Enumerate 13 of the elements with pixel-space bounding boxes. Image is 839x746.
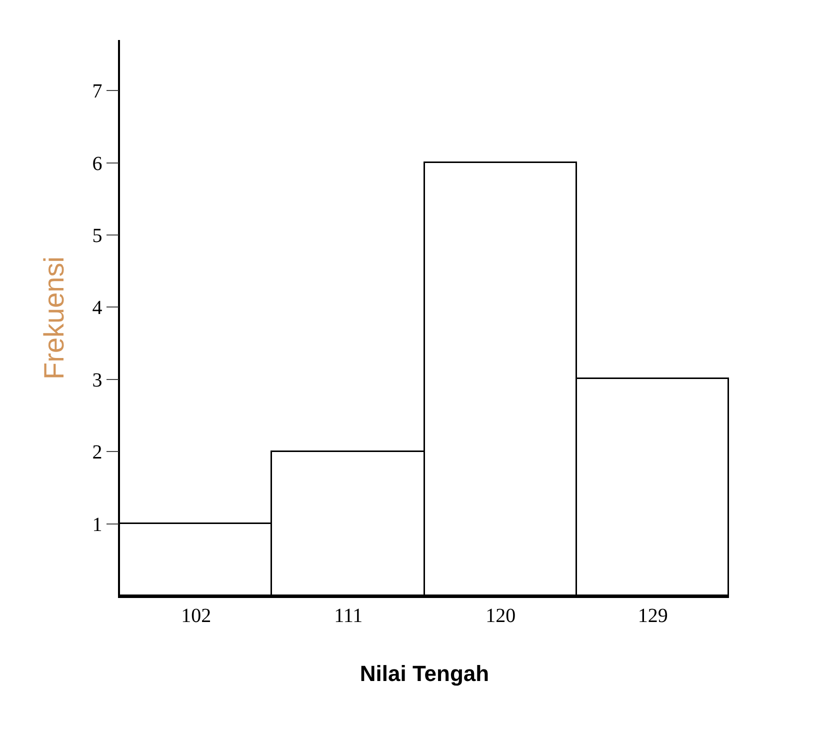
y-tick-label: 1 bbox=[92, 514, 102, 536]
x-tick-label: 111 bbox=[334, 604, 363, 627]
y-axis-title: Frekuensi bbox=[38, 256, 70, 380]
x-tick-label: 102 bbox=[181, 604, 212, 627]
y-tick-label: 7 bbox=[92, 80, 102, 103]
x-tick-label: 129 bbox=[638, 604, 668, 627]
y-tick-label: 6 bbox=[92, 152, 102, 175]
y-tick-label: 5 bbox=[92, 224, 102, 247]
y-tick-label: 4 bbox=[92, 297, 102, 320]
y-tick-label: 2 bbox=[92, 442, 102, 464]
x-tick-label: 120 bbox=[486, 604, 516, 627]
x-axis-title: Nilai Tengah bbox=[360, 661, 490, 686]
y-tick-label: 3 bbox=[92, 369, 102, 392]
